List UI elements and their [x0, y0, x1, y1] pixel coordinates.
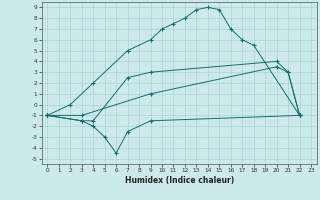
X-axis label: Humidex (Indice chaleur): Humidex (Indice chaleur) — [124, 176, 234, 185]
